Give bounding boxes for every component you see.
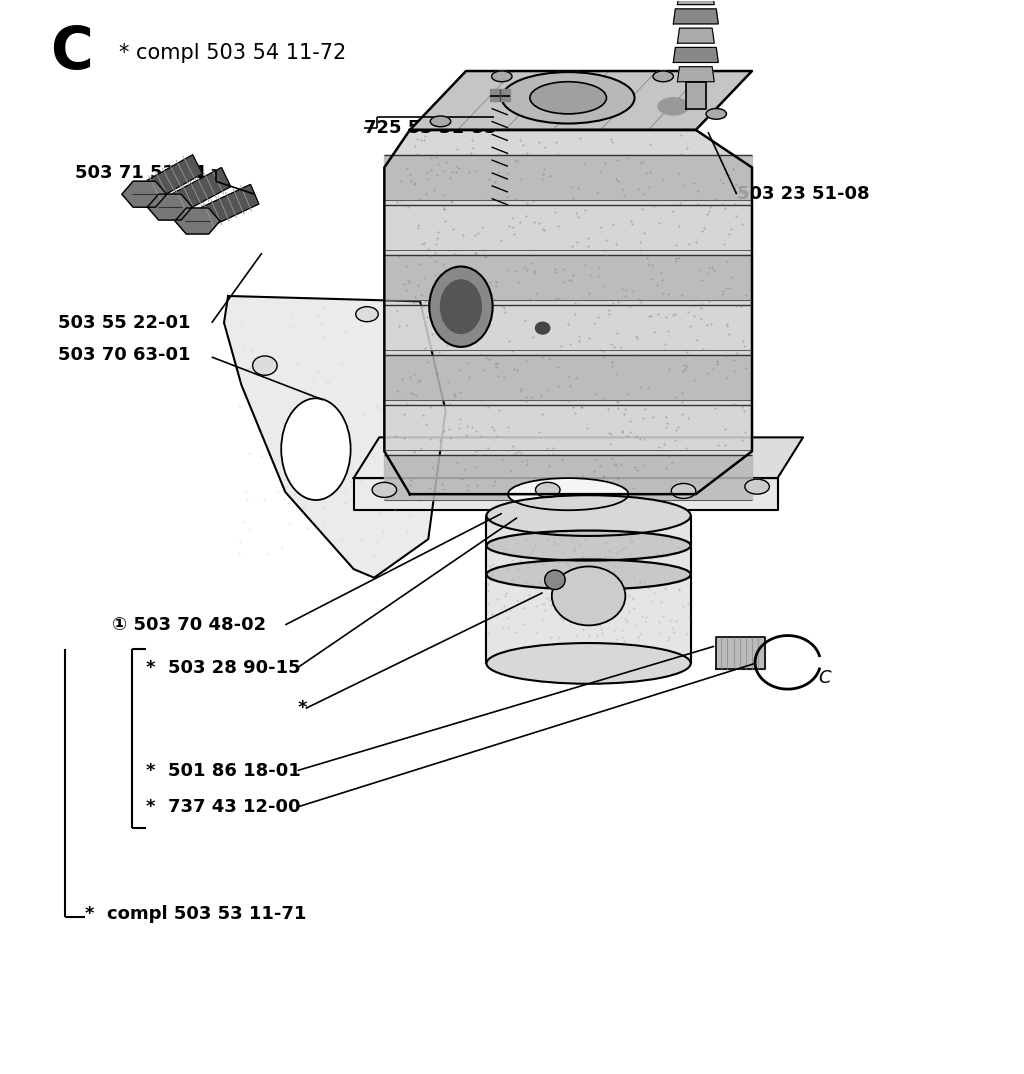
- Polygon shape: [678, 28, 714, 43]
- Text: C: C: [818, 669, 831, 687]
- Ellipse shape: [744, 479, 769, 494]
- Polygon shape: [165, 168, 230, 217]
- Polygon shape: [224, 296, 445, 578]
- Polygon shape: [194, 185, 259, 231]
- Ellipse shape: [372, 482, 396, 497]
- Polygon shape: [139, 155, 203, 204]
- Ellipse shape: [429, 266, 493, 347]
- Ellipse shape: [508, 478, 629, 510]
- Text: *  compl 503 53 11-71: * compl 503 53 11-71: [85, 905, 306, 923]
- Ellipse shape: [486, 643, 691, 684]
- Ellipse shape: [672, 483, 696, 498]
- Polygon shape: [384, 204, 752, 249]
- Text: *  501 86 18-01: * 501 86 18-01: [146, 761, 301, 780]
- Ellipse shape: [653, 71, 674, 82]
- Polygon shape: [384, 155, 752, 200]
- Ellipse shape: [502, 72, 635, 124]
- Ellipse shape: [486, 560, 691, 590]
- Polygon shape: [384, 405, 752, 450]
- Ellipse shape: [552, 566, 626, 625]
- Ellipse shape: [706, 108, 726, 119]
- Text: * compl 503 54 11-72: * compl 503 54 11-72: [119, 43, 346, 62]
- Ellipse shape: [536, 482, 560, 497]
- Polygon shape: [122, 182, 167, 207]
- Polygon shape: [716, 637, 765, 669]
- Text: 725 53 31-55: 725 53 31-55: [364, 119, 497, 136]
- Polygon shape: [674, 9, 718, 24]
- Polygon shape: [410, 71, 752, 130]
- Ellipse shape: [529, 82, 606, 114]
- Polygon shape: [384, 255, 752, 300]
- Ellipse shape: [430, 116, 451, 127]
- Polygon shape: [678, 0, 714, 4]
- Ellipse shape: [282, 398, 350, 500]
- Polygon shape: [686, 82, 706, 108]
- Ellipse shape: [536, 322, 550, 334]
- Polygon shape: [147, 194, 193, 220]
- Ellipse shape: [545, 570, 565, 590]
- Text: 503 70 63-01: 503 70 63-01: [57, 346, 190, 364]
- Text: 503 55 22-01: 503 55 22-01: [57, 314, 190, 332]
- Text: ① 503 70 48-02: ① 503 70 48-02: [112, 615, 266, 634]
- Text: *  737 43 12-00: * 737 43 12-00: [146, 798, 301, 816]
- Polygon shape: [489, 89, 510, 101]
- Ellipse shape: [492, 71, 512, 82]
- Polygon shape: [353, 437, 803, 478]
- Text: C: C: [50, 25, 93, 82]
- Polygon shape: [353, 478, 777, 510]
- Polygon shape: [384, 354, 752, 400]
- Polygon shape: [678, 67, 714, 82]
- Polygon shape: [384, 305, 752, 349]
- Polygon shape: [674, 47, 718, 62]
- Ellipse shape: [253, 355, 278, 375]
- Ellipse shape: [486, 531, 691, 561]
- Ellipse shape: [440, 280, 481, 333]
- Polygon shape: [384, 454, 752, 499]
- Text: 503 71 53-01: 503 71 53-01: [75, 163, 208, 182]
- Polygon shape: [175, 208, 220, 234]
- Text: 503 23 51-08: 503 23 51-08: [736, 185, 869, 203]
- Ellipse shape: [486, 495, 691, 536]
- Polygon shape: [384, 130, 752, 494]
- Ellipse shape: [658, 98, 689, 115]
- Polygon shape: [486, 516, 691, 664]
- Ellipse shape: [355, 307, 378, 322]
- Text: *  503 28 90-15: * 503 28 90-15: [146, 658, 301, 677]
- Text: *: *: [298, 699, 307, 717]
